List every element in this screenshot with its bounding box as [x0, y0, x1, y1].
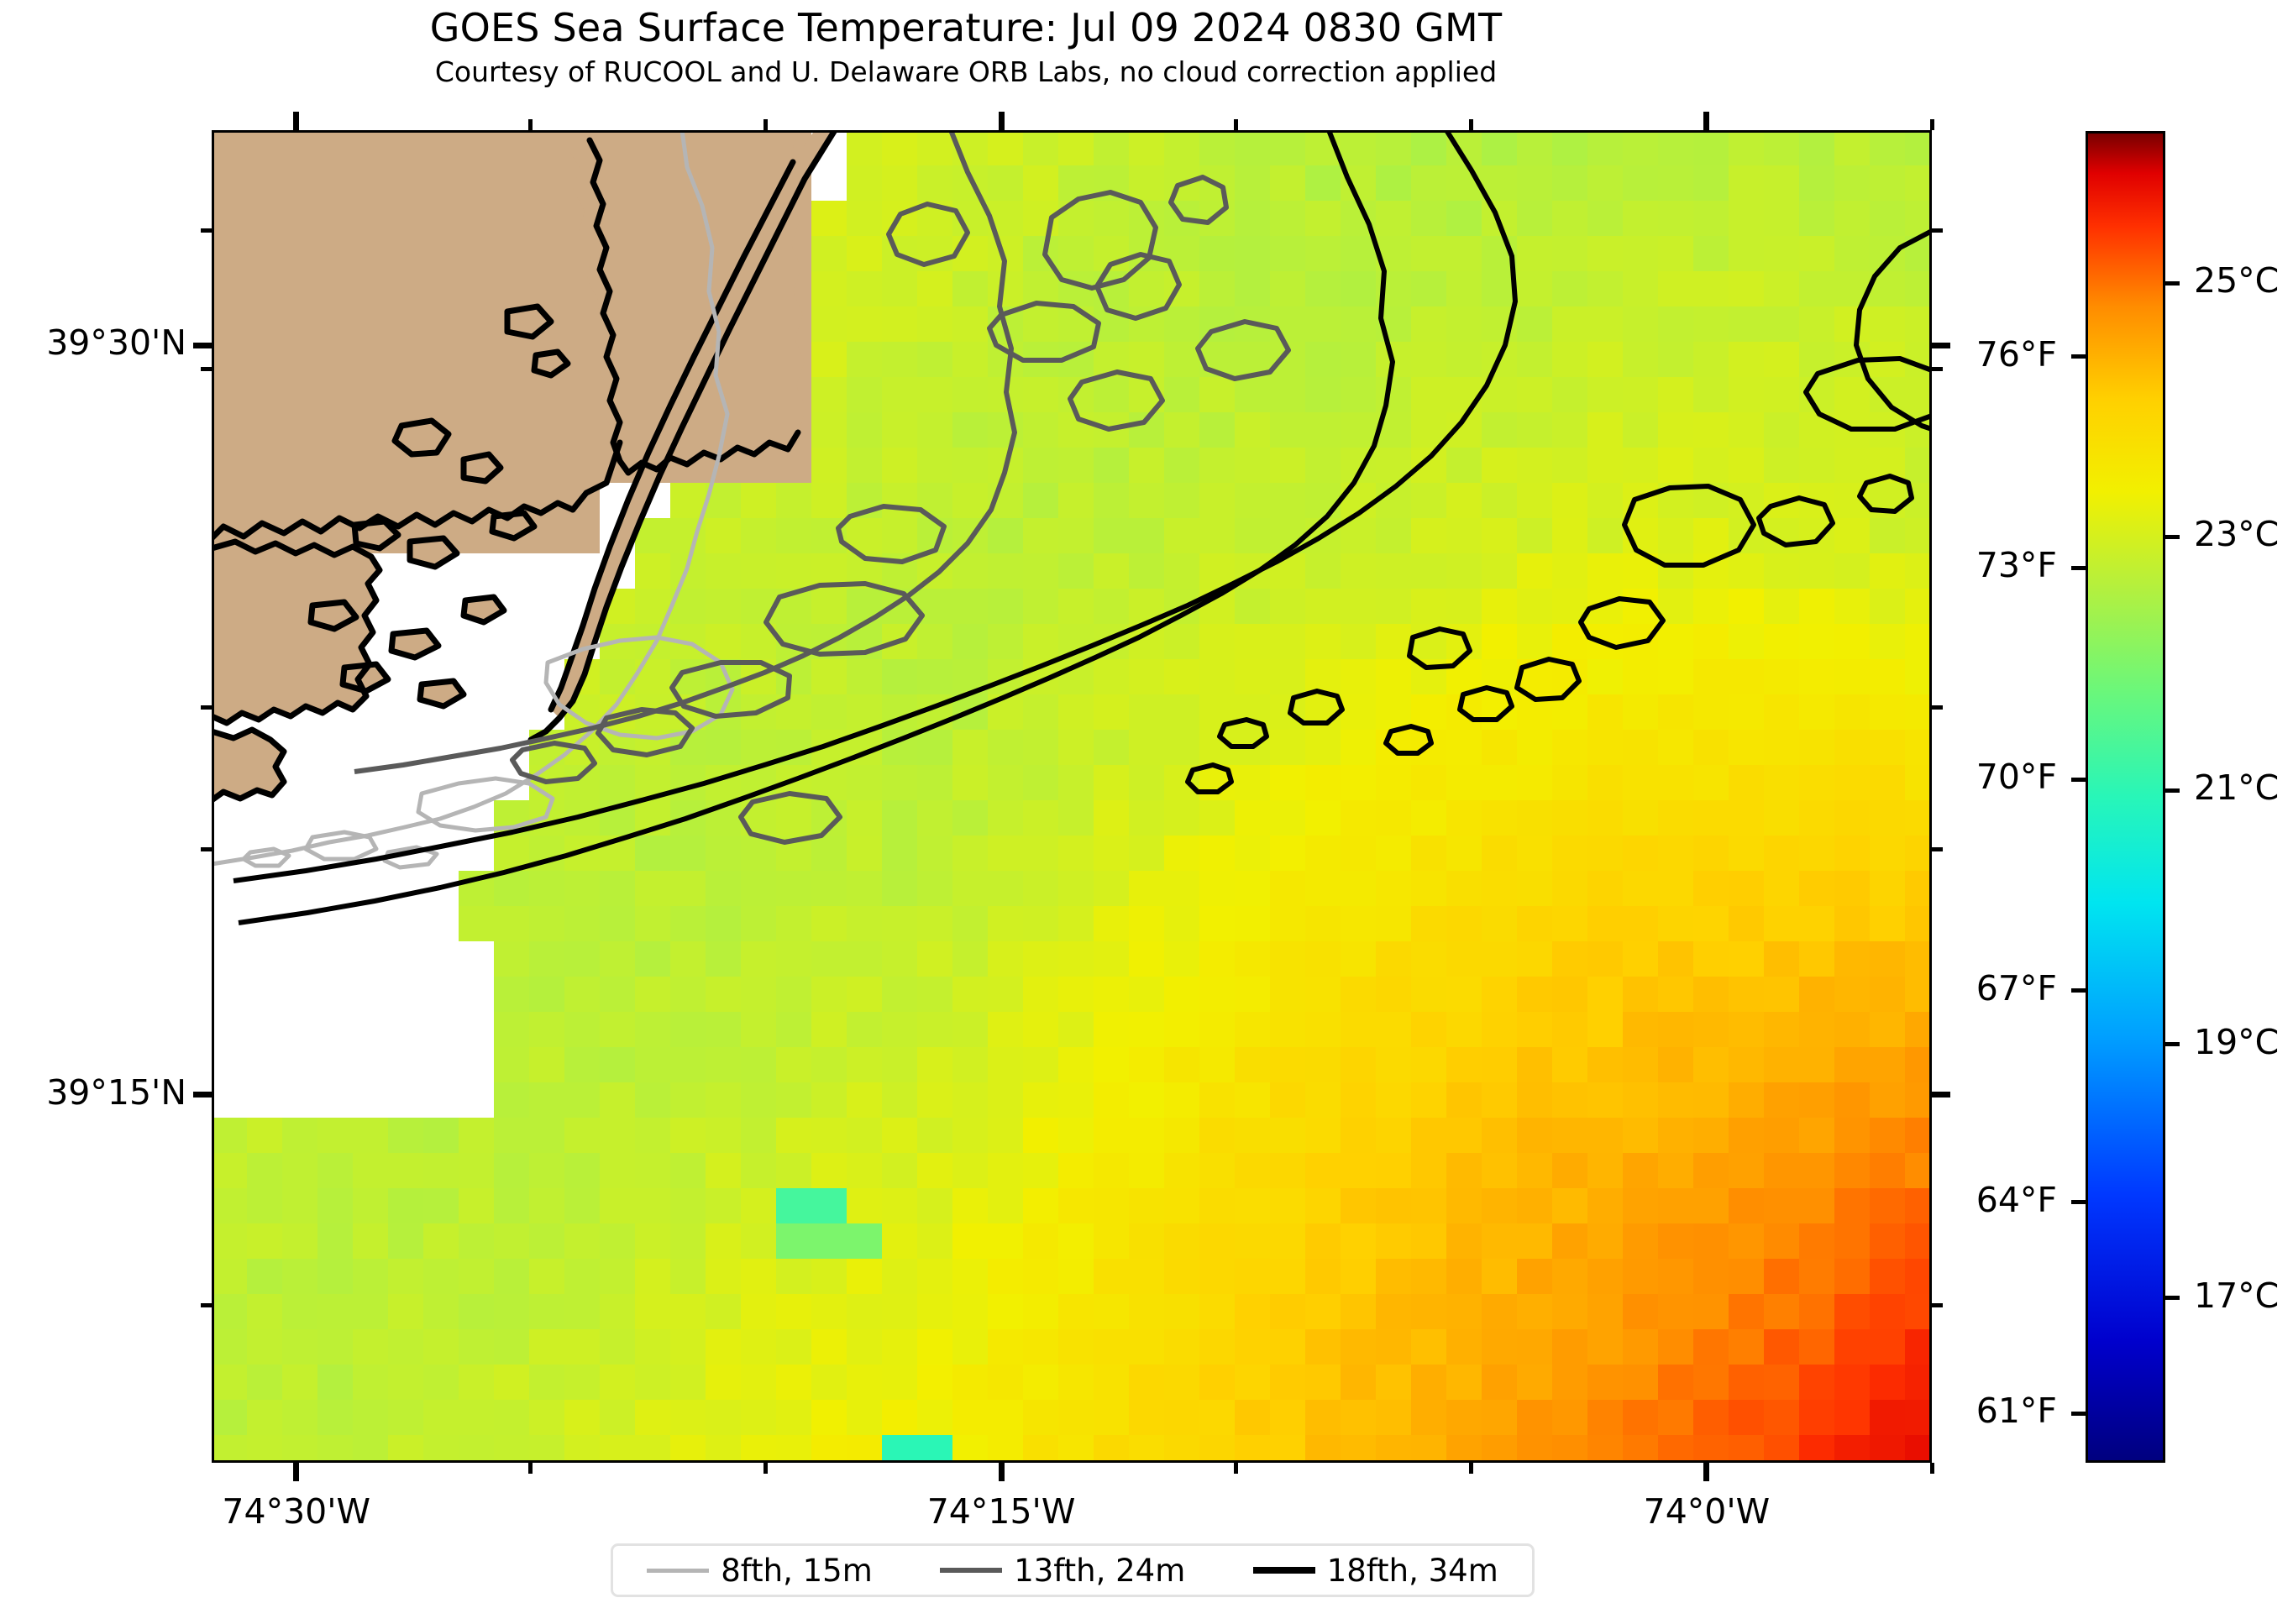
legend-item-label: 18fth, 34m: [1326, 1552, 1498, 1589]
y-tick: [1932, 847, 1943, 852]
x-tick: [763, 119, 769, 130]
x-tick: [293, 112, 300, 130]
chart-title: GOES Sea Surface Temperature: Jul 09 202…: [429, 5, 1503, 50]
x-axis-label: 74°30'W: [222, 1491, 371, 1532]
y-tick: [1932, 342, 1950, 348]
contour-13fth: [354, 130, 1291, 845]
x-tick: [1929, 1463, 1934, 1474]
x-tick: [293, 1463, 300, 1481]
y-tick: [1932, 366, 1943, 371]
colorbar-tick-c: [2165, 1296, 2180, 1301]
colorbar-label-f: 61°F: [1976, 1391, 2057, 1432]
x-tick: [998, 112, 1005, 130]
colorbar-label-c: 21°C: [2194, 767, 2280, 809]
colorbar-label-c: 19°C: [2194, 1021, 2280, 1062]
y-axis-label: 39°30'N: [46, 322, 186, 364]
land-polygons: [212, 130, 835, 800]
sst-map-axes[interactable]: [212, 130, 1932, 1463]
colorbar-label-f: 67°F: [1976, 967, 2057, 1008]
colorbar-label-c: 17°C: [2194, 1275, 2280, 1316]
legend-item-label: 13fth, 24m: [1014, 1552, 1186, 1589]
x-tick: [1234, 1463, 1239, 1474]
y-tick: [201, 366, 212, 371]
legend-line-swatch: [1252, 1567, 1315, 1574]
x-tick: [528, 1463, 533, 1474]
y-tick: [193, 1092, 212, 1098]
colorbar-label-f: 64°F: [1976, 1179, 2057, 1220]
contour-18fth: [233, 130, 1932, 925]
y-tick: [201, 705, 212, 710]
y-axis-label: 39°15'N: [46, 1071, 186, 1113]
colorbar-gradient: [2088, 134, 2163, 1460]
y-tick: [1932, 1303, 1943, 1308]
x-tick: [763, 1463, 769, 1474]
colorbar-tick-f: [2071, 988, 2086, 993]
colorbar-label-f: 73°F: [1976, 545, 2057, 586]
colorbar-tick-f: [2071, 1411, 2086, 1416]
x-tick: [1234, 119, 1239, 130]
y-tick: [1932, 228, 1943, 233]
colorbar-tick-f: [2071, 354, 2086, 359]
y-tick: [201, 1303, 212, 1308]
legend-item-label: 8fth, 15m: [721, 1552, 873, 1589]
colorbar-tick-f: [2071, 777, 2086, 782]
legend-item-2[interactable]: 18fth, 34m: [1252, 1552, 1498, 1589]
legend-item-1[interactable]: 13fth, 24m: [940, 1553, 1185, 1589]
colorbar-tick-c: [2165, 534, 2180, 539]
colorbar-tick-f: [2071, 1200, 2086, 1204]
x-tick: [1469, 1463, 1474, 1474]
y-tick: [1932, 1092, 1950, 1098]
legend-line-swatch: [940, 1568, 1003, 1573]
legend-item-0[interactable]: 8fth, 15m: [647, 1553, 873, 1589]
colorbar-label-f: 70°F: [1976, 757, 2057, 798]
y-tick: [193, 342, 212, 348]
x-axis-label: 74°15'W: [926, 1491, 1076, 1532]
map-overlay: [212, 130, 1932, 925]
x-tick: [998, 1463, 1005, 1481]
colorbar-label-f: 76°F: [1976, 333, 2057, 375]
x-tick: [1703, 1463, 1710, 1481]
colorbar-tick-c: [2165, 1042, 2180, 1047]
colorbar-tick-f: [2071, 565, 2086, 570]
x-tick: [1929, 119, 1934, 130]
chart-subtitle: Courtesy of RUCOOL and U. Delaware ORB L…: [434, 55, 1498, 88]
x-tick: [1703, 112, 1710, 130]
y-tick: [1932, 705, 1943, 710]
bathymetry-legend[interactable]: 8fth, 15m 13fth, 24m 18fth, 34m: [611, 1543, 1535, 1597]
colorbar[interactable]: [2086, 131, 2165, 1463]
x-axis-label: 74°0'W: [1643, 1491, 1771, 1532]
x-axis-label: 73°45'W: [2277, 1491, 2293, 1532]
colorbar-label-c: 25°C: [2194, 260, 2280, 301]
x-tick: [1469, 119, 1474, 130]
legend-line-swatch: [647, 1568, 710, 1573]
colorbar-tick-c: [2165, 788, 2180, 793]
x-tick: [528, 119, 533, 130]
y-tick: [201, 847, 212, 852]
colorbar-label-c: 23°C: [2194, 514, 2280, 555]
y-tick: [201, 228, 212, 233]
colorbar-tick-c: [2165, 280, 2180, 286]
